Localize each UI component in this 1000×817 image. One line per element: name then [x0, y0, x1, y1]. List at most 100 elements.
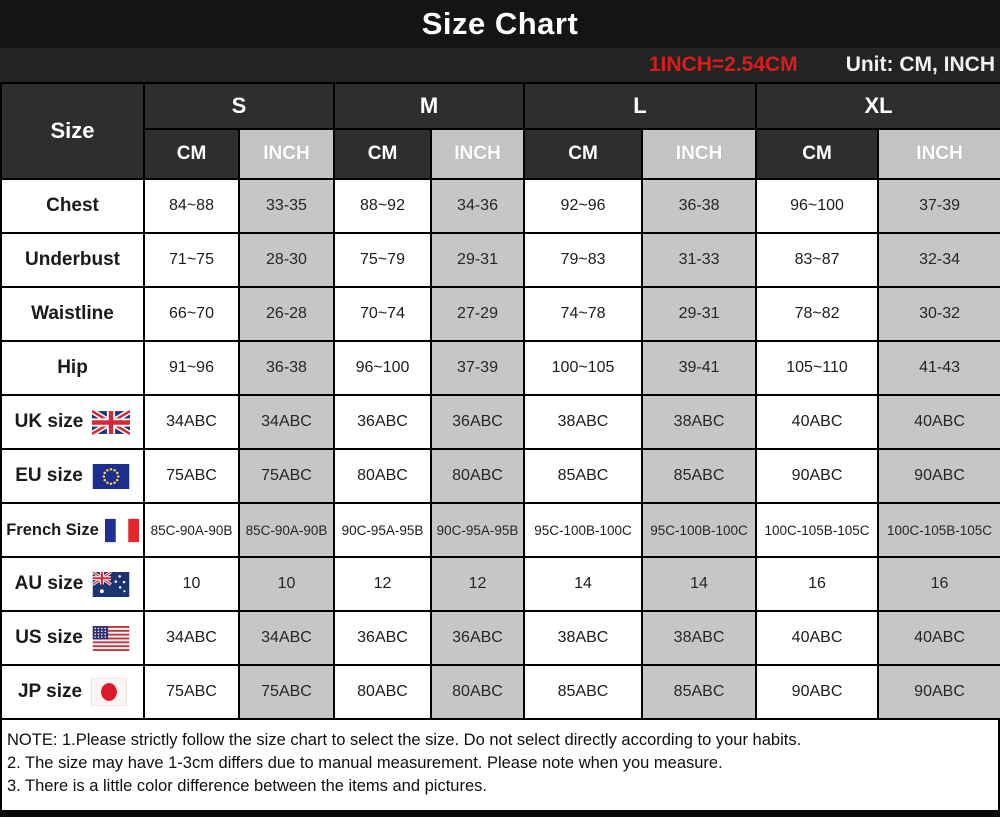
row-label-au-size: AU size: [0, 556, 145, 612]
row-label-uk-size: UK size: [0, 394, 145, 450]
size-value-cell: 36-38: [238, 340, 335, 396]
size-value-cell: 29-31: [429, 232, 526, 288]
size-value-cell: 95C-100B-100C: [523, 502, 644, 558]
size-value-cell: 37-39: [429, 340, 526, 396]
note-line-3: 3. There is a little color difference be…: [7, 777, 487, 795]
size-value-cell: 32-34: [877, 232, 1000, 288]
size-value-cell: 75ABC: [143, 664, 240, 720]
size-value-cell: 34ABC: [238, 394, 335, 450]
size-value-cell: 95C-100B-100C: [641, 502, 758, 558]
size-value-cell: 38ABC: [523, 394, 644, 450]
size-value-cell: 100C-105B-105C: [755, 502, 880, 558]
size-value-cell: 40ABC: [877, 394, 1000, 450]
size-value-cell: 38ABC: [641, 394, 758, 450]
table-row-underbust: Underbust 71~75 28-30 75~79 29-31 79~83 …: [0, 232, 1000, 288]
row-label-eu-size: EU size: [0, 448, 145, 504]
bottom-divider-bar: [0, 810, 1000, 817]
note-line-2: 2. The size may have 1-3cm differs due t…: [7, 754, 723, 772]
size-value-cell: 37-39: [877, 178, 1000, 234]
size-value-cell: 36ABC: [333, 610, 432, 666]
size-value-cell: 85C-90A-90B: [238, 502, 335, 558]
size-value-cell: 30-32: [877, 286, 1000, 342]
size-value-cell: 40ABC: [755, 394, 880, 450]
size-value-cell: 90ABC: [877, 664, 1000, 720]
inch-cm-conversion: 1INCH=2.54CM: [648, 53, 798, 76]
size-value-cell: 66~70: [143, 286, 240, 342]
size-value-cell: 75ABC: [238, 448, 335, 504]
australia-flag-icon: [92, 571, 130, 597]
size-value-cell: 96~100: [755, 178, 880, 234]
size-value-cell: 34ABC: [238, 610, 335, 666]
size-value-cell: 38ABC: [641, 610, 758, 666]
size-value-cell: 40ABC: [755, 610, 880, 666]
size-header-xl: XL: [755, 82, 1000, 130]
row-label-hip: Hip: [0, 340, 145, 396]
size-value-cell: 36-38: [641, 178, 758, 234]
size-header-m: M: [332, 82, 526, 130]
size-value-cell: 14: [523, 556, 644, 612]
size-value-cell: 34-36: [429, 178, 526, 234]
size-value-cell: 14: [641, 556, 758, 612]
size-value-cell: 88~92: [333, 178, 432, 234]
united-states-flag-icon: [92, 625, 130, 651]
unit-label: Unit: CM, INCH: [845, 53, 995, 76]
size-value-cell: 31-33: [641, 232, 758, 288]
cm-header: CM: [333, 128, 432, 180]
size-value-cell: 75ABC: [238, 664, 335, 720]
table-row-au-size: AU size: [0, 556, 1000, 612]
size-value-cell: 12: [333, 556, 432, 612]
size-value-cell: 36ABC: [429, 394, 526, 450]
size-value-cell: 85C-90A-90B: [143, 502, 240, 558]
size-header-s: S: [143, 82, 335, 130]
size-value-cell: 12: [429, 556, 526, 612]
size-chart-table: Size S M L XL CM INCH CM INCH CM INCH CM…: [0, 82, 1000, 720]
row-label-french-size: French Size: [0, 502, 145, 558]
size-value-cell: 91~96: [143, 340, 240, 396]
size-value-cell: 29-31: [641, 286, 758, 342]
size-value-cell: 105~110: [755, 340, 880, 396]
size-value-cell: 41-43: [877, 340, 1000, 396]
size-value-cell: 36ABC: [333, 394, 432, 450]
cm-header: CM: [523, 128, 644, 180]
size-value-cell: 90ABC: [755, 448, 880, 504]
row-label-underbust: Underbust: [0, 232, 145, 288]
size-value-cell: 85ABC: [523, 448, 644, 504]
inch-header: INCH: [641, 128, 758, 180]
size-value-cell: 90ABC: [755, 664, 880, 720]
size-value-cell: 10: [238, 556, 335, 612]
size-value-cell: 70~74: [333, 286, 432, 342]
size-value-cell: 39-41: [641, 340, 758, 396]
size-value-cell: 34ABC: [143, 610, 240, 666]
size-value-cell: 90C-95A-95B: [333, 502, 432, 558]
size-value-cell: 28-30: [238, 232, 335, 288]
page-title: Size Chart: [421, 6, 579, 41]
size-value-cell: 38ABC: [523, 610, 644, 666]
size-value-cell: 75ABC: [143, 448, 240, 504]
table-row-french-size: French Size 85C-90A-90B 85C-90A-90B 90C-…: [0, 502, 1000, 558]
size-value-cell: 84~88: [143, 178, 240, 234]
table-row-hip: Hip 91~96 36-38 96~100 37-39 100~105 39-…: [0, 340, 1000, 396]
cm-header: CM: [143, 128, 240, 180]
size-value-cell: 90C-95A-95B: [429, 502, 526, 558]
japan-flag-icon: [91, 678, 128, 706]
row-label-jp-size: JP size: [0, 664, 145, 720]
size-value-cell: 80ABC: [333, 448, 432, 504]
unit-header-row: CM INCH CM INCH CM INCH CM INCH: [1, 128, 1000, 180]
size-value-cell: 90ABC: [877, 448, 1000, 504]
inch-header: INCH: [877, 128, 1000, 180]
size-value-cell: 33-35: [238, 178, 335, 234]
size-value-cell: 80ABC: [429, 448, 526, 504]
table-row-us-size: US size: [0, 610, 1000, 666]
table-row-uk-size: UK size 34ABC 34ABC 36ABC 36ABC 38ABC 38…: [0, 394, 1000, 450]
size-value-cell: 79~83: [523, 232, 644, 288]
size-group-header-row: Size S M L XL: [0, 82, 1000, 180]
size-value-cell: 85ABC: [641, 664, 758, 720]
size-value-cell: 100C-105B-105C: [877, 502, 1000, 558]
size-value-cell: 71~75: [143, 232, 240, 288]
note-line-1: NOTE: 1.Please strictly follow the size …: [7, 731, 802, 749]
size-value-cell: 78~82: [755, 286, 880, 342]
inch-header: INCH: [429, 128, 526, 180]
size-value-cell: 10: [143, 556, 240, 612]
european-union-flag-icon: [92, 463, 130, 489]
size-value-cell: 74~78: [523, 286, 644, 342]
